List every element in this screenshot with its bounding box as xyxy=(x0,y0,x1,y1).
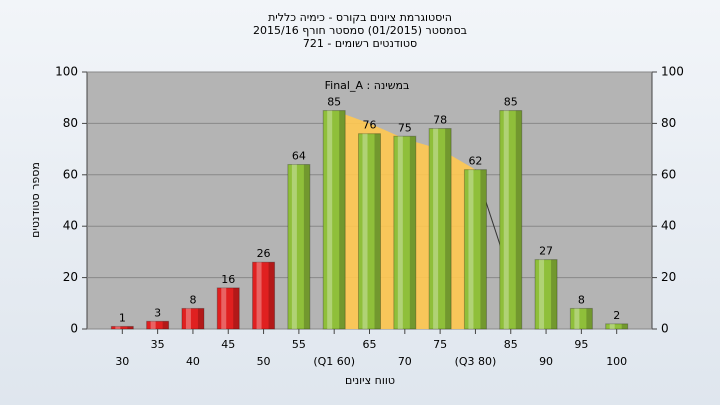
x-axis-label: טווח ציונים xyxy=(345,374,395,387)
bar-highlight xyxy=(433,128,439,329)
y2-tick-label: 60 xyxy=(661,167,676,181)
bar-shade xyxy=(268,262,275,329)
data-label: 64 xyxy=(292,150,306,163)
bar-shade xyxy=(515,110,522,329)
bar-shade xyxy=(233,287,240,329)
x-tick-label: 40 xyxy=(186,355,200,368)
bar-shade xyxy=(127,326,134,329)
bar-highlight xyxy=(327,110,333,329)
bar-highlight xyxy=(256,262,262,329)
x-tick-label: (Q1 60) xyxy=(313,355,355,368)
data-label: 26 xyxy=(257,247,271,260)
x-tick-label: (Q3 80) xyxy=(455,355,497,368)
data-label: 8 xyxy=(189,293,196,306)
x-tick-label: 30 xyxy=(115,355,129,368)
y2-tick-label: 100 xyxy=(661,65,684,79)
bar-highlight xyxy=(291,164,297,329)
x-tick-label: 35 xyxy=(151,338,165,351)
bar-highlight xyxy=(468,169,474,329)
bar-highlight xyxy=(115,326,121,329)
data-label: 85 xyxy=(504,96,518,109)
x-tick-label: 75 xyxy=(433,338,447,351)
bar-shade xyxy=(480,169,487,329)
x-tick-label: 85 xyxy=(504,338,518,351)
data-label: 1 xyxy=(119,311,126,324)
data-label: 85 xyxy=(327,96,341,109)
y-tick-label: 100 xyxy=(55,65,78,79)
bar-highlight xyxy=(609,323,615,329)
bar-highlight xyxy=(574,308,580,329)
y-axis-label: מספר סטודנטים xyxy=(29,162,42,238)
data-label: 3 xyxy=(154,306,161,319)
chart-subtitle: סטודנטים רשומים - 721 xyxy=(303,37,417,50)
data-label: 75 xyxy=(398,121,412,134)
x-tick-label: 95 xyxy=(574,338,588,351)
bar-shade xyxy=(445,128,452,329)
bar-shade xyxy=(621,323,628,329)
data-label: 76 xyxy=(363,119,377,132)
y-tick-label: 80 xyxy=(63,116,78,130)
bar-shade xyxy=(339,110,346,329)
data-label: 27 xyxy=(539,245,553,258)
bar-highlight xyxy=(362,133,368,329)
chart-title: היסטוגרמת ציונים בקורס - כימיה כללית xyxy=(268,11,452,24)
data-label: 16 xyxy=(221,273,235,286)
y-tick-label: 60 xyxy=(63,167,78,181)
bar-highlight xyxy=(397,136,403,329)
bar-highlight xyxy=(221,287,227,329)
data-label: 62 xyxy=(468,155,482,168)
data-label: 2 xyxy=(613,309,620,322)
data-label: 78 xyxy=(433,114,447,127)
bar-highlight xyxy=(539,259,545,329)
bar-shade xyxy=(303,164,310,329)
bar-shade xyxy=(162,321,169,329)
data-label: 8 xyxy=(578,293,585,306)
y2-tick-label: 0 xyxy=(661,322,669,336)
x-tick-label: 65 xyxy=(363,338,377,351)
bar-shade xyxy=(374,133,381,329)
bar-shade xyxy=(409,136,416,329)
x-tick-label: 100 xyxy=(606,355,627,368)
y-tick-label: 20 xyxy=(63,270,78,284)
y2-tick-label: 80 xyxy=(661,116,676,130)
annotation: במשינה : Final_A xyxy=(325,79,410,92)
x-tick-label: 50 xyxy=(257,355,271,368)
x-tick-label: 55 xyxy=(292,338,306,351)
bar-shade xyxy=(197,308,204,329)
x-tick-label: 70 xyxy=(398,355,412,368)
x-tick-label: 45 xyxy=(221,338,235,351)
y2-tick-label: 20 xyxy=(661,270,676,284)
x-tick-label: 90 xyxy=(539,355,553,368)
bar-highlight xyxy=(150,321,156,329)
y2-tick-label: 40 xyxy=(661,219,676,233)
bar-shade xyxy=(551,259,558,329)
bar-highlight xyxy=(185,308,191,329)
y-tick-label: 40 xyxy=(63,219,78,233)
bar-highlight xyxy=(503,110,509,329)
chart-subtitle: בסמסטר (01/2015) סמסטר חורף 2015/16 xyxy=(253,24,467,37)
y-tick-label: 0 xyxy=(70,322,78,336)
bar-shade xyxy=(586,308,593,329)
